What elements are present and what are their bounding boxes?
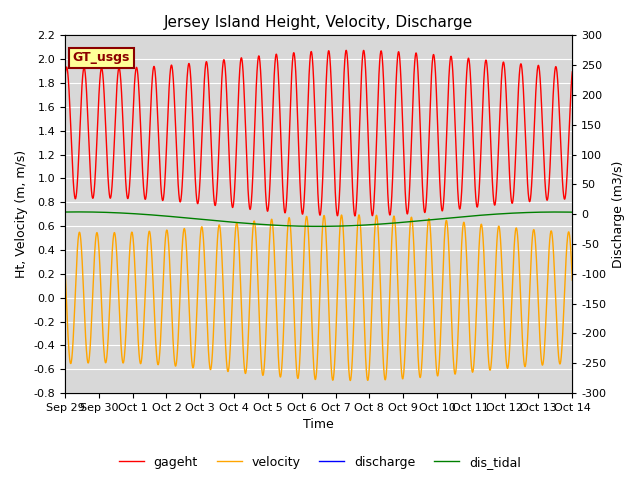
dis_tidal	[315, 224, 323, 229]
velocity	[461, 226, 468, 231]
Line: gageht: gageht	[65, 50, 572, 216]
gageht	[61, 74, 69, 80]
gageht	[152, 83, 160, 89]
velocity	[300, 263, 307, 269]
velocity	[355, 212, 363, 218]
discharge	[355, 45, 363, 50]
velocity	[433, 363, 440, 369]
dis_tidal	[75, 209, 83, 215]
dis_tidal	[568, 209, 575, 215]
discharge	[461, 72, 468, 77]
discharge	[152, 316, 160, 322]
X-axis label: Time: Time	[303, 419, 334, 432]
velocity	[346, 378, 354, 384]
Title: Jersey Island Height, Velocity, Discharge: Jersey Island Height, Velocity, Discharg…	[164, 15, 474, 30]
Line: velocity: velocity	[65, 215, 572, 381]
gageht	[433, 84, 440, 90]
dis_tidal	[61, 209, 69, 215]
discharge	[61, 151, 69, 156]
velocity	[404, 265, 412, 271]
gageht	[568, 74, 575, 80]
Line: dis_tidal: dis_tidal	[65, 212, 572, 227]
Legend: gageht, velocity, discharge, dis_tidal: gageht, velocity, discharge, dis_tidal	[114, 451, 526, 474]
dis_tidal	[568, 209, 576, 215]
gageht	[404, 208, 412, 214]
Y-axis label: Ht, Velocity (m, m/s): Ht, Velocity (m, m/s)	[15, 150, 28, 278]
discharge	[568, 176, 576, 182]
dis_tidal	[300, 223, 307, 229]
velocity	[568, 277, 576, 283]
gageht	[351, 213, 359, 219]
gageht	[300, 208, 307, 214]
velocity	[568, 267, 575, 273]
dis_tidal	[433, 216, 440, 222]
gageht	[342, 48, 350, 53]
Y-axis label: Discharge (m3/s): Discharge (m3/s)	[612, 160, 625, 268]
discharge	[300, 147, 307, 153]
dis_tidal	[461, 214, 468, 219]
Text: GT_usgs: GT_usgs	[72, 51, 130, 64]
dis_tidal	[152, 212, 160, 218]
gageht	[568, 69, 576, 75]
discharge	[346, 378, 354, 384]
velocity	[61, 265, 69, 271]
discharge	[433, 348, 440, 354]
dis_tidal	[404, 219, 412, 225]
velocity	[152, 347, 160, 352]
discharge	[404, 151, 412, 157]
gageht	[461, 108, 468, 114]
discharge	[568, 156, 575, 161]
Line: discharge: discharge	[65, 48, 572, 381]
